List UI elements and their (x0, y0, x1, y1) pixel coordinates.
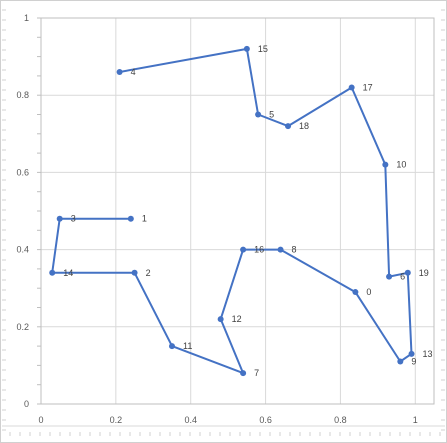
gridlines (37, 17, 434, 405)
data-point-labels: 4 15 5 18 17 10 6 19 13 9 0 8 16 12 7 11 2 14 3 1 (63, 44, 432, 378)
point-label: 14 (63, 268, 73, 278)
point-label: 8 (292, 245, 297, 255)
data-point (408, 350, 415, 357)
data-point (243, 45, 250, 52)
y-tick-label: 0.6 (16, 167, 29, 177)
y-tick-label: 0.8 (16, 90, 29, 100)
data-point (169, 343, 175, 350)
x-tick-label: 1 (413, 415, 418, 425)
data-point (217, 316, 224, 323)
x-tick-label: 0.8 (334, 415, 347, 425)
point-label: 9 (411, 357, 416, 367)
point-label: 19 (419, 268, 429, 278)
data-point (56, 215, 63, 222)
data-points (49, 45, 415, 377)
x-tick-label: 0.2 (110, 415, 123, 425)
point-label: 15 (258, 44, 268, 54)
outer-tick-marks (2, 9, 445, 436)
data-point (127, 215, 134, 222)
data-point (240, 370, 247, 377)
y-tick-label: 0.2 (16, 322, 29, 332)
point-label: 12 (232, 314, 242, 324)
point-label: 13 (423, 349, 433, 359)
x-tick-label: 0.6 (259, 415, 272, 425)
point-label: 18 (299, 121, 309, 131)
data-point (382, 161, 389, 168)
point-label: 10 (396, 160, 406, 170)
data-point (49, 269, 56, 276)
point-label: 16 (254, 245, 264, 255)
data-point (240, 246, 247, 253)
data-point (386, 273, 393, 280)
y-tick-label: 0.4 (16, 245, 29, 255)
point-label: 2 (146, 268, 151, 278)
data-point (131, 269, 138, 276)
point-label: 3 (71, 214, 76, 224)
point-label: 17 (363, 82, 373, 92)
y-tick-label: 1 (24, 13, 29, 23)
data-point (352, 289, 359, 296)
data-point (404, 269, 411, 276)
data-point (277, 246, 284, 253)
data-point (285, 123, 292, 130)
point-label: 4 (131, 67, 136, 77)
x-tick-label: 0.4 (184, 415, 197, 425)
x-tick-label: 0 (38, 415, 43, 425)
point-label: 6 (400, 272, 405, 282)
route-line (51, 47, 413, 375)
axis-tick-labels: 0 0.2 0.4 0.6 0.8 100.20.40.60.81 (16, 13, 417, 425)
data-point (116, 69, 123, 76)
y-tick-label: 0 (24, 399, 29, 409)
plot-area-border (40, 17, 435, 405)
data-point (397, 358, 404, 365)
point-label: 11 (183, 341, 192, 351)
data-point (255, 111, 262, 118)
point-label: 0 (366, 287, 371, 297)
point-label: 7 (254, 368, 259, 378)
data-point (348, 84, 355, 91)
point-label: 5 (269, 110, 274, 120)
point-label: 1 (142, 214, 147, 224)
